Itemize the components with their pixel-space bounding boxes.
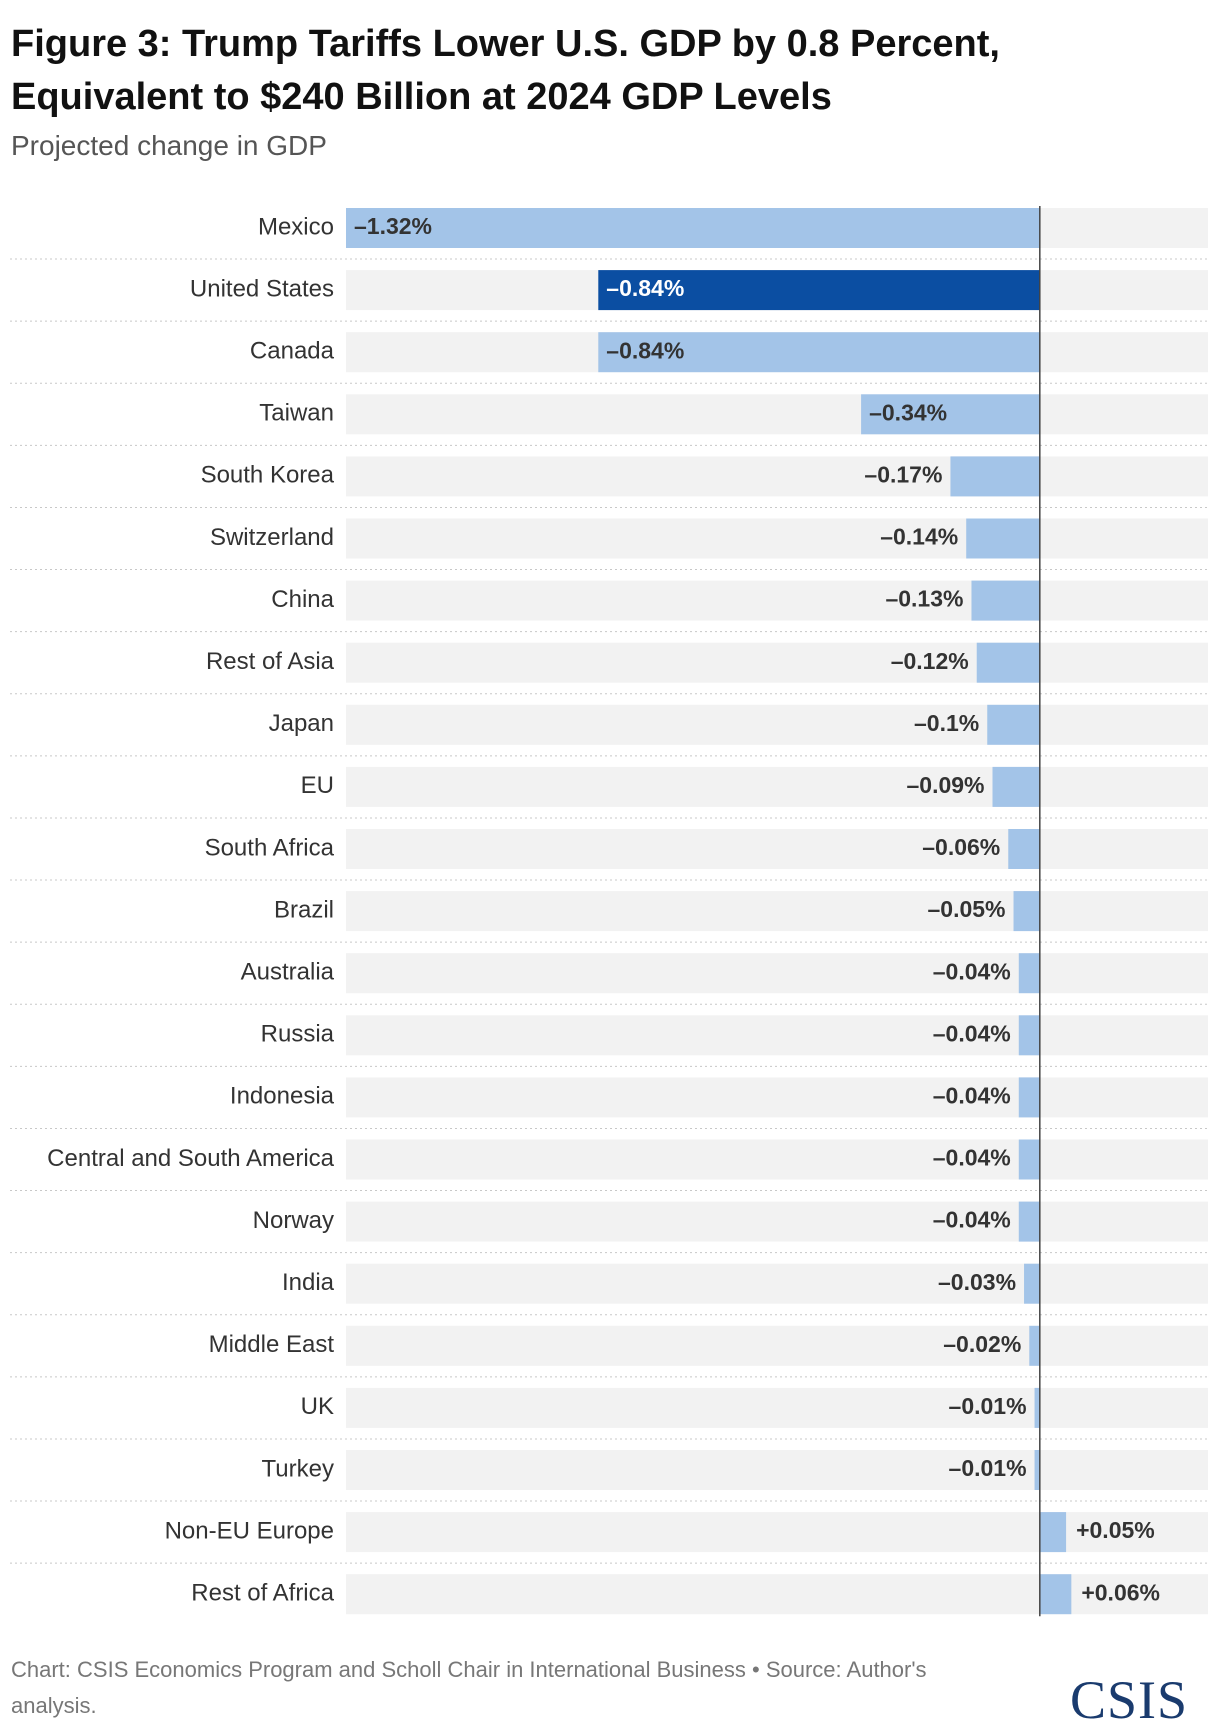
csis-logo: CSIS (1070, 1670, 1189, 1730)
category-label: Russia (261, 1021, 335, 1048)
bar (1034, 1387, 1040, 1428)
category-label: Canada (250, 338, 335, 365)
bar-track (346, 1263, 1208, 1304)
bar (976, 642, 1040, 683)
chart-title: Figure 3: Trump Tariffs Lower U.S. GDP b… (11, 23, 1000, 118)
bar-track (346, 1450, 1208, 1490)
bar (966, 518, 1040, 559)
bar (1008, 829, 1040, 869)
bar (1018, 1139, 1040, 1180)
category-label: Norway (253, 1207, 334, 1234)
value-label: –0.01% (949, 1393, 1027, 1419)
bar-track (346, 891, 1208, 932)
category-label: South Africa (205, 834, 335, 861)
bar-track (346, 1077, 1208, 1118)
category-label: UK (301, 1393, 334, 1420)
category-label: Turkey (262, 1455, 334, 1482)
value-label: –0.14% (880, 524, 958, 550)
bar (1024, 1263, 1040, 1304)
category-label: Middle East (209, 1331, 335, 1358)
category-label: Indonesia (230, 1083, 335, 1110)
value-label: –0.04% (933, 1082, 1011, 1108)
category-label: South Korea (201, 462, 335, 489)
category-label: Japan (269, 710, 334, 737)
bar-track (346, 580, 1208, 621)
bar (1039, 1574, 1072, 1615)
bar (1029, 1325, 1040, 1366)
source-note: Chart: CSIS Economics Program and Scholl… (11, 1657, 927, 1718)
bar-chart: Mexico –1.32% United States –0.84% Canada –0.… (10, 206, 1208, 1617)
value-label: +0.06% (1081, 1579, 1160, 1605)
value-label: +0.05% (1076, 1517, 1155, 1543)
value-label: –0.04% (933, 1145, 1011, 1171)
value-label: –0.01% (949, 1455, 1027, 1481)
category-label: Rest of Africa (191, 1580, 334, 1607)
bar-track (346, 1015, 1208, 1056)
value-label: –0.12% (891, 648, 969, 674)
value-label: –0.04% (933, 1020, 1011, 1046)
bar-track (346, 829, 1208, 869)
bar-highlight (598, 270, 1040, 311)
value-label: –0.09% (906, 772, 984, 798)
category-label: United States (190, 275, 334, 302)
bar (950, 456, 1040, 497)
bar (861, 394, 1040, 435)
bar (1034, 1450, 1040, 1490)
bar-track (346, 1387, 1208, 1428)
bar-track (346, 1574, 1208, 1615)
category-label: EU (301, 772, 334, 799)
bar (1018, 953, 1040, 994)
value-label: –0.04% (933, 958, 1011, 984)
bar (1018, 1015, 1040, 1056)
value-label: –0.84% (606, 337, 684, 363)
value-label: –0.02% (943, 1331, 1021, 1357)
value-label: –0.1% (914, 710, 979, 736)
bar (1039, 1512, 1067, 1553)
bar (1018, 1201, 1040, 1242)
value-label: –0.34% (869, 399, 947, 425)
value-label: –0.13% (885, 586, 963, 612)
category-label: Switzerland (210, 524, 334, 551)
chart-subtitle: Projected change in GDP (11, 130, 327, 161)
category-label: China (271, 586, 334, 613)
bar-track (346, 642, 1208, 683)
category-label: Non-EU Europe (165, 1517, 334, 1544)
bar-track (346, 518, 1208, 559)
value-label: –0.05% (928, 896, 1006, 922)
category-label: Australia (241, 959, 335, 986)
category-label: Taiwan (259, 400, 334, 427)
value-label: –0.04% (933, 1207, 1011, 1233)
bar-track (346, 953, 1208, 994)
bar (1018, 1077, 1040, 1118)
category-label: Rest of Asia (206, 648, 335, 675)
bar (971, 580, 1040, 621)
bar (598, 332, 1040, 373)
bar (987, 704, 1040, 745)
value-label: –0.17% (864, 461, 942, 487)
value-label: –0.03% (938, 1269, 1016, 1295)
value-label: –0.84% (606, 275, 684, 301)
bar-track (346, 1325, 1208, 1366)
category-label: India (282, 1269, 335, 1296)
bar (1013, 891, 1040, 932)
category-label: Central and South America (47, 1145, 334, 1172)
category-label: Brazil (274, 896, 334, 923)
value-label: –1.32% (354, 213, 432, 239)
bar-track (346, 1139, 1208, 1180)
bar-track (346, 394, 1208, 435)
bar-track (346, 704, 1208, 745)
bar (992, 766, 1040, 807)
category-label: Mexico (258, 213, 334, 240)
bar (346, 208, 1040, 248)
bar-track (346, 456, 1208, 497)
value-label: –0.06% (922, 834, 1000, 860)
bar-track (346, 766, 1208, 807)
bar-track (346, 1201, 1208, 1242)
